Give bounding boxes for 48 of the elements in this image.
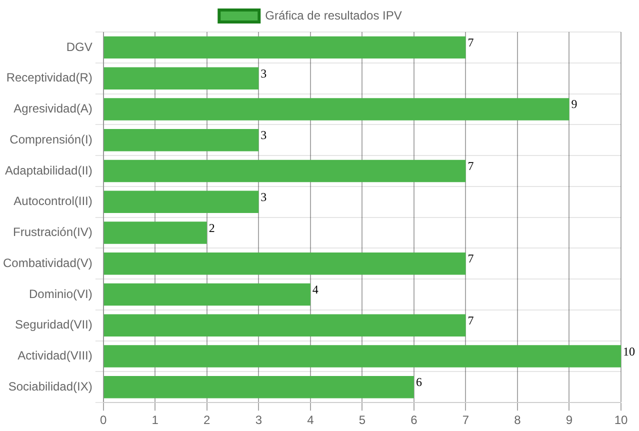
x-tick-label: 1 (152, 413, 159, 428)
x-tick-label: 7 (462, 413, 470, 428)
bar (104, 376, 414, 398)
x-tick-label: 2 (204, 413, 211, 428)
y-tick-label: Actividad(VIII) (18, 348, 92, 363)
data-label: 4 (312, 282, 318, 297)
x-tick-label: 0 (100, 413, 108, 428)
y-tick-label: Frustración(IV) (13, 225, 92, 240)
y-tick-label: Sociabilidad(IX) (8, 379, 92, 394)
y-tick-label: DGV (66, 40, 92, 54)
bar (104, 67, 259, 90)
bar (104, 222, 207, 244)
y-tick-label: Combatividad(V) (2, 256, 92, 270)
x-tick-label: 3 (255, 413, 262, 428)
bar (104, 98, 570, 120)
x-tick-label: 9 (566, 413, 573, 428)
x-tick-label: 10 (614, 413, 628, 428)
x-tick-label: 4 (307, 413, 314, 428)
bar (104, 252, 466, 275)
legend-label: Gráfica de resultados IPV (265, 8, 402, 22)
y-tick-label: Seguridad(VII) (14, 318, 92, 332)
y-tick-label: Agresividad(A) (14, 102, 92, 116)
data-label: 9 (571, 97, 578, 112)
data-label: 7 (468, 159, 474, 174)
x-tick-label: 5 (358, 413, 366, 428)
data-label: 7 (468, 313, 474, 328)
data-label: 7 (468, 252, 474, 266)
data-label: 3 (260, 128, 267, 142)
data-label: 3 (260, 66, 267, 80)
y-tick-label: Dominio(VI) (29, 286, 92, 301)
y-tick-label: Autocontrol(III) (14, 194, 92, 208)
data-label: 7 (468, 35, 474, 50)
data-label: 2 (208, 220, 215, 235)
bar (104, 190, 259, 213)
x-tick-label: 8 (514, 413, 522, 428)
y-tick-label: Receptividad(R) (6, 70, 92, 85)
bar (104, 36, 466, 59)
bar (104, 283, 310, 306)
bar (104, 314, 466, 337)
bar (104, 128, 259, 152)
data-label: 3 (260, 190, 267, 204)
y-tick-label: Adaptabilidad(II) (4, 163, 92, 178)
x-tick-label: 6 (410, 413, 418, 428)
bar (104, 160, 466, 182)
data-label: 6 (416, 375, 422, 390)
data-label: 10 (623, 344, 635, 358)
y-tick-label: Comprensión(I) (10, 132, 92, 146)
bar (104, 345, 621, 368)
